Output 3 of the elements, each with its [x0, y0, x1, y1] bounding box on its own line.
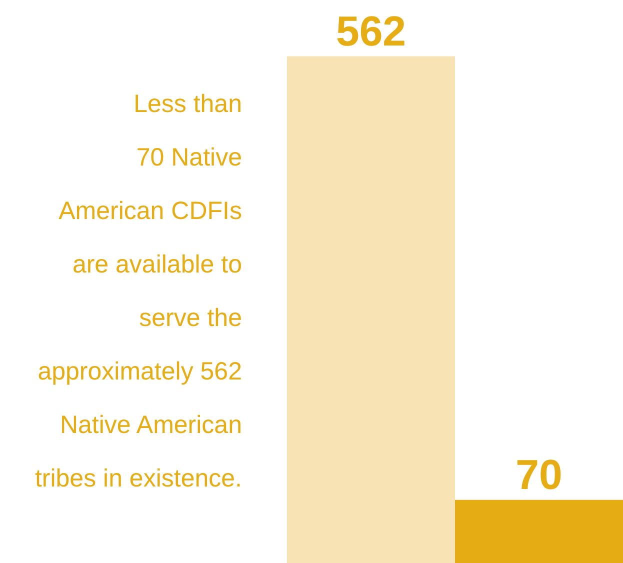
data-label: 562: [336, 7, 406, 54]
data-label: 70: [516, 450, 562, 498]
text: Less than 70 Native American CDFIs are available to serve the approximately 562 Native American tribes in existence.: [34, 90, 242, 492]
